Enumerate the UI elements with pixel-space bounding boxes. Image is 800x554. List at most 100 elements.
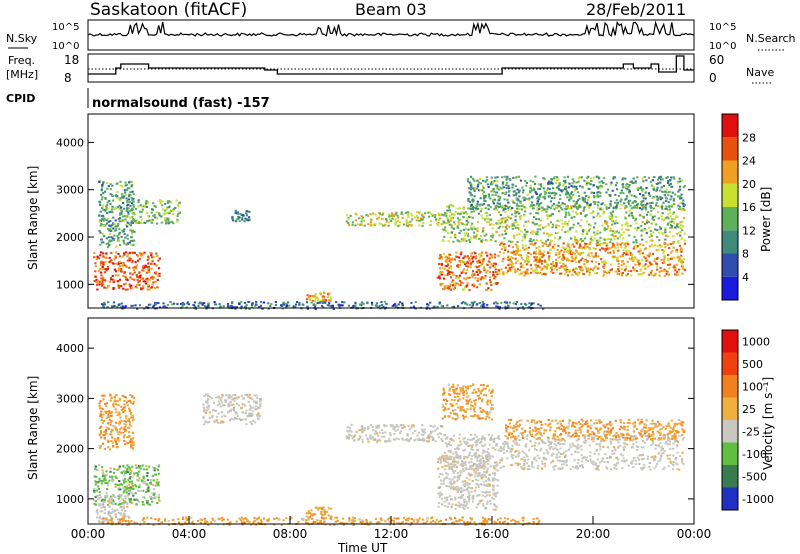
data-cell bbox=[617, 268, 620, 271]
data-cell bbox=[108, 412, 111, 415]
data-cell bbox=[609, 241, 612, 244]
data-cell bbox=[156, 483, 159, 485]
data-cell bbox=[574, 261, 577, 264]
data-cell bbox=[202, 417, 205, 420]
data-cell bbox=[492, 489, 495, 492]
data-cell bbox=[564, 208, 567, 211]
data-cell bbox=[106, 488, 109, 491]
data-cell bbox=[602, 267, 606, 270]
data-cell bbox=[143, 266, 146, 269]
data-cell bbox=[102, 215, 105, 218]
data-cell bbox=[568, 228, 571, 231]
data-cell bbox=[552, 271, 555, 274]
data-cell bbox=[355, 213, 358, 216]
data-cell bbox=[441, 503, 444, 506]
data-cell bbox=[126, 469, 129, 472]
data-cell bbox=[101, 416, 104, 419]
data-cell bbox=[514, 250, 518, 253]
data-cell bbox=[614, 247, 617, 250]
data-cell bbox=[654, 244, 657, 247]
data-cell bbox=[571, 210, 574, 213]
data-cell bbox=[639, 252, 642, 255]
data-cell bbox=[378, 424, 381, 427]
data-cell bbox=[476, 266, 479, 269]
data-cell bbox=[150, 221, 153, 224]
data-cell bbox=[255, 300, 258, 303]
data-cell bbox=[308, 516, 312, 519]
data-cell bbox=[642, 194, 645, 197]
data-cell bbox=[464, 263, 467, 265]
data-cell bbox=[123, 477, 127, 480]
data-cell bbox=[112, 279, 116, 282]
data-cell bbox=[449, 480, 452, 483]
data-cell bbox=[625, 185, 628, 188]
data-cell bbox=[483, 277, 486, 280]
data-cell bbox=[514, 303, 517, 306]
data-cell bbox=[525, 254, 528, 257]
data-cell bbox=[101, 215, 104, 218]
data-cell bbox=[630, 212, 633, 215]
data-cell bbox=[242, 397, 245, 400]
data-cell bbox=[116, 224, 119, 227]
data-cell bbox=[602, 265, 605, 268]
data-cell bbox=[427, 211, 430, 214]
data-cell bbox=[462, 483, 465, 486]
data-cell bbox=[131, 199, 134, 202]
data-cell bbox=[579, 253, 582, 256]
data-cell bbox=[327, 293, 330, 296]
data-cell bbox=[539, 224, 542, 227]
data-cell bbox=[549, 181, 552, 184]
data-cell bbox=[132, 441, 135, 444]
data-cell bbox=[519, 262, 522, 265]
data-cell bbox=[484, 211, 487, 214]
data-cell bbox=[137, 473, 140, 476]
data-cell bbox=[534, 242, 537, 245]
data-cell bbox=[106, 182, 109, 184]
data-cell bbox=[469, 236, 473, 239]
data-cell bbox=[675, 251, 678, 253]
data-cell bbox=[167, 222, 171, 225]
data-cell bbox=[493, 282, 496, 285]
data-cell bbox=[374, 223, 377, 226]
data-cell bbox=[474, 207, 477, 210]
data-cell bbox=[593, 226, 596, 229]
data-cell bbox=[632, 181, 635, 184]
data-cell bbox=[128, 440, 132, 443]
data-cell bbox=[675, 215, 678, 218]
data-cell bbox=[128, 399, 131, 402]
data-cell bbox=[642, 271, 645, 274]
data-cell bbox=[166, 200, 169, 203]
data-cell bbox=[623, 246, 626, 249]
data-cell bbox=[531, 201, 534, 204]
data-cell bbox=[493, 198, 496, 201]
data-cell bbox=[108, 505, 111, 508]
data-cell bbox=[469, 207, 472, 210]
data-cell bbox=[463, 277, 466, 280]
data-cell bbox=[108, 500, 111, 503]
data-cell bbox=[575, 186, 578, 188]
data-cell bbox=[102, 472, 105, 475]
data-cell bbox=[106, 306, 109, 309]
data-cell bbox=[118, 204, 121, 207]
data-cell bbox=[622, 237, 625, 240]
data-cell bbox=[549, 200, 553, 203]
data-cell bbox=[644, 197, 647, 200]
data-cell bbox=[536, 202, 539, 205]
data-cell bbox=[447, 464, 450, 467]
data-cell bbox=[406, 439, 409, 442]
data-cell bbox=[99, 425, 103, 428]
data-cell bbox=[517, 198, 520, 201]
data-cell bbox=[584, 242, 587, 245]
data-cell bbox=[682, 207, 685, 210]
data-cell bbox=[124, 288, 127, 291]
data-cell bbox=[436, 305, 439, 308]
data-cell bbox=[212, 401, 215, 404]
data-cell bbox=[250, 423, 253, 426]
data-cell bbox=[480, 214, 483, 217]
data-cell bbox=[586, 176, 589, 179]
data-cell bbox=[221, 394, 224, 397]
data-cell bbox=[298, 303, 301, 306]
data-cell bbox=[651, 263, 654, 266]
data-cell bbox=[109, 220, 112, 222]
data-cell bbox=[119, 512, 122, 515]
